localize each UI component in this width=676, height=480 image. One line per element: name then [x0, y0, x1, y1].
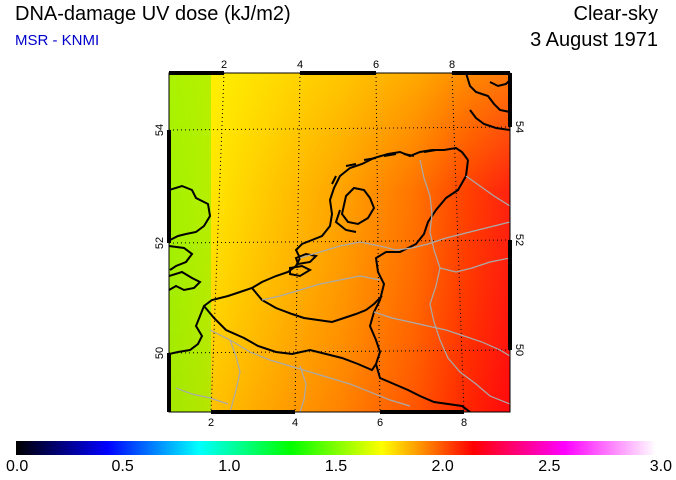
lon-tick-bottom: 4 — [292, 417, 298, 429]
graticule — [169, 73, 510, 412]
regional-boundaries — [175, 159, 510, 412]
sky-condition-label: Clear-sky — [573, 3, 658, 25]
colorbar-tick-label: 2.5 — [538, 458, 561, 475]
lon-tick-bottom: 2 — [208, 417, 214, 429]
national-borders — [203, 159, 471, 412]
frame-ticks — [167, 71, 512, 414]
lon-tick-top: 6 — [373, 59, 379, 71]
colorbar-tick-label: 2.0 — [431, 458, 454, 475]
source-label: MSR - KNMI — [15, 32, 100, 49]
zuiderzee-outline — [334, 186, 376, 233]
colorbar-tick-label: 0.0 — [6, 458, 29, 475]
uk-coastline — [169, 184, 212, 292]
lon-tick-top: 2 — [221, 59, 227, 71]
date-label: 3 August 1971 — [530, 29, 658, 51]
lat-tick-right: 50 — [513, 344, 525, 356]
lon-tick-bottom: 8 — [461, 417, 467, 429]
lat-tick-right: 52 — [513, 234, 525, 246]
colorbar-tick-label: 0.5 — [111, 458, 134, 475]
lat-tick-left: 52 — [154, 237, 166, 249]
colorbar — [16, 441, 656, 455]
lat-tick-left: 54 — [154, 124, 166, 136]
colorbar-tick-label: 1.5 — [324, 458, 348, 475]
lon-tick-bottom: 6 — [377, 417, 383, 429]
colorbar-tick-label: 3.0 — [649, 458, 672, 475]
delta-islands — [289, 252, 319, 278]
lat-tick-right: 54 — [513, 121, 525, 133]
map-title: DNA-damage UV dose (kJ/m2) — [15, 3, 291, 25]
colorbar-tick-label: 1.0 — [218, 458, 241, 475]
lon-tick-top: 8 — [449, 59, 455, 71]
wadden-islands — [331, 149, 437, 185]
lat-tick-left: 50 — [154, 347, 166, 359]
lon-tick-top: 4 — [297, 59, 303, 71]
